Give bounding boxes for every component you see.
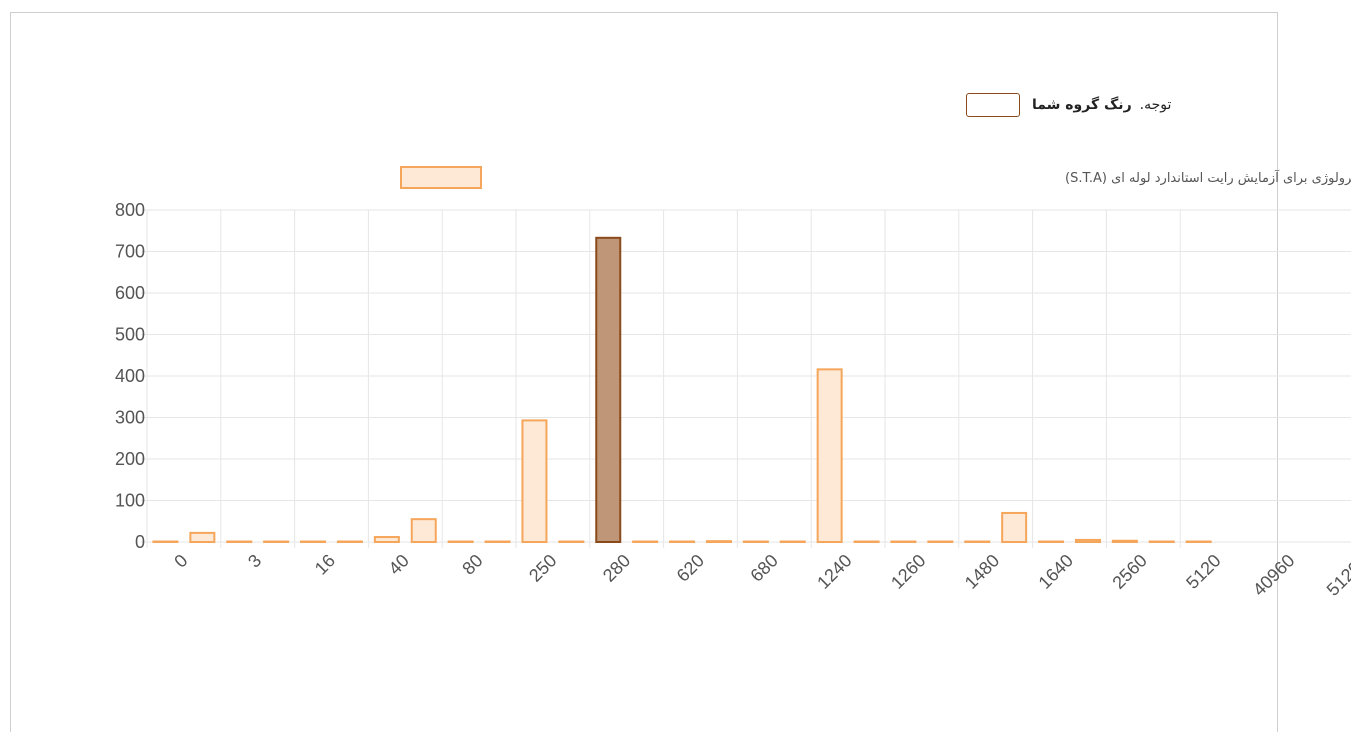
x-tick-label: 51200 xyxy=(1323,550,1351,600)
x-tick-label: 1240 xyxy=(813,550,855,592)
y-tick-label: 800 xyxy=(115,200,145,220)
y-tick-label: 500 xyxy=(115,325,145,345)
chart-panel-frame xyxy=(10,12,1278,732)
bar xyxy=(558,540,585,543)
x-tick-label: 5120 xyxy=(1182,550,1224,592)
bar xyxy=(152,540,179,543)
x-tick-label: 1640 xyxy=(1035,550,1077,592)
bar xyxy=(669,540,696,543)
bar xyxy=(632,540,659,543)
bar xyxy=(853,540,880,543)
group-color-swatch xyxy=(966,93,1020,117)
bar xyxy=(1111,539,1138,544)
x-tick-label: 620 xyxy=(673,550,708,585)
x-tick-label: 280 xyxy=(599,550,634,585)
bar xyxy=(300,540,327,543)
y-tick-label: 400 xyxy=(115,366,145,386)
note-prefix: توجه. xyxy=(1139,97,1172,113)
bar xyxy=(484,540,511,543)
bar xyxy=(779,540,806,543)
x-tick-label: 3 xyxy=(244,550,265,571)
bar xyxy=(1148,540,1175,543)
x-tick-label: 0 xyxy=(170,550,191,571)
x-tick-label: 40960 xyxy=(1249,550,1299,600)
bar xyxy=(263,540,290,543)
x-axis-ticks: 0 3 16 40 80 250 280 620 680 1240 1260 1480 1640 2560… xyxy=(170,550,1351,600)
bar xyxy=(890,540,917,543)
bar xyxy=(1185,540,1212,543)
bar xyxy=(336,540,363,543)
x-tick-label: 1260 xyxy=(887,550,929,592)
bar-highlighted xyxy=(595,236,622,543)
bar xyxy=(1038,540,1065,543)
bar xyxy=(1001,511,1028,544)
bars xyxy=(152,236,1212,544)
bar xyxy=(373,536,400,544)
vertical-grid xyxy=(146,210,1351,548)
note-group-color-label: رنگ گروه شما xyxy=(1032,97,1132,113)
y-tick-label: 100 xyxy=(115,491,145,511)
bar xyxy=(816,368,843,543)
x-tick-label: 2560 xyxy=(1108,550,1150,592)
y-tick-label: 700 xyxy=(115,242,145,262)
bar xyxy=(189,531,216,543)
y-tick-label: 300 xyxy=(115,408,145,428)
bar xyxy=(927,540,954,543)
x-tick-label: 1480 xyxy=(961,550,1003,592)
chart-legend[interactable]: نتایج نمونه مجهول ایمونوسرولوژی برای آزم… xyxy=(400,166,1351,189)
y-tick-label: 200 xyxy=(115,449,145,469)
y-axis-ticks: 0 100 200 300 400 500 600 700 800 xyxy=(115,200,145,552)
group-color-note: توجه. رنگ گروه شما xyxy=(966,90,1171,120)
bar xyxy=(226,540,253,543)
bar xyxy=(964,540,991,543)
legend-swatch[interactable] xyxy=(400,166,482,189)
x-tick-label: 250 xyxy=(525,550,560,585)
x-tick-label: 16 xyxy=(311,550,339,578)
bar xyxy=(705,540,732,543)
x-tick-label: 680 xyxy=(746,550,781,585)
bar xyxy=(521,419,548,543)
bar xyxy=(410,518,437,543)
bar xyxy=(447,540,474,543)
legend-label: نتایج نمونه مجهول ایمونوسرولوژی برای آزم… xyxy=(1065,169,1351,186)
y-tick-label: 0 xyxy=(135,532,145,552)
x-tick-label: 40 xyxy=(385,550,413,578)
y-tick-label: 600 xyxy=(115,283,145,303)
horizontal-grid xyxy=(141,209,1351,543)
x-tick-label: 80 xyxy=(458,550,486,578)
bar xyxy=(742,540,769,543)
bar xyxy=(1074,538,1101,543)
